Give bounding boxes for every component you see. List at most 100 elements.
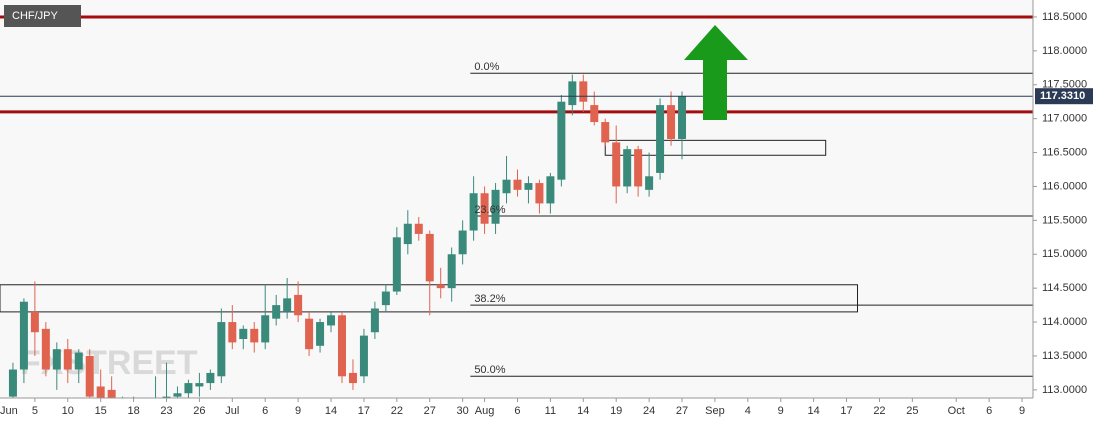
candle-body <box>96 386 105 398</box>
candle-body <box>162 396 171 398</box>
candle-body <box>370 308 379 333</box>
candle-body <box>250 328 259 343</box>
plot-layer <box>0 15 1033 423</box>
candle-body <box>392 237 401 292</box>
candle-body <box>107 389 116 398</box>
last-price-label: 117.3310 <box>1040 90 1085 102</box>
x-tick-label: 23 <box>160 405 172 417</box>
candle-body <box>272 305 281 319</box>
y-tick-label: 114.5000 <box>1042 282 1087 294</box>
x-tick-label: 27 <box>676 405 688 417</box>
y-tick-label: 117.5000 <box>1042 79 1087 91</box>
fib-label: 38.2% <box>474 293 505 305</box>
x-tick-label: 15 <box>95 405 107 417</box>
x-tick-label: 18 <box>127 405 139 417</box>
candle-body <box>239 328 248 340</box>
x-tick-label: Sep <box>705 405 725 417</box>
y-tick-label: 113.0000 <box>1042 384 1087 396</box>
x-tick-label: 22 <box>391 405 403 417</box>
candle-body <box>623 149 632 187</box>
candle-body <box>513 179 522 190</box>
x-tick-label: 4 <box>745 405 751 417</box>
x-tick-label: 27 <box>424 405 436 417</box>
candle-body <box>469 193 478 231</box>
zone-box <box>604 139 827 156</box>
candle-body <box>612 142 621 187</box>
candle-body <box>305 318 314 350</box>
y-tick-label: 117.0000 <box>1042 113 1087 125</box>
candle-body <box>535 183 544 204</box>
candle-body <box>63 349 72 370</box>
y-tick-label: 116.5000 <box>1042 146 1087 158</box>
y-tick-label: 115.0000 <box>1042 248 1087 260</box>
candle-body <box>41 328 50 370</box>
x-tick-label: 17 <box>358 405 370 417</box>
x-tick-label: 14 <box>808 405 820 417</box>
candle-body <box>261 315 270 343</box>
candle-body <box>8 369 17 397</box>
candle-body <box>316 322 325 346</box>
symbol-label: CHF/JPY <box>12 10 59 22</box>
candle-body <box>524 183 533 190</box>
candle-body <box>425 233 434 282</box>
x-tick-label: 10 <box>62 405 74 417</box>
x-tick-label: 17 <box>840 405 852 417</box>
x-tick-label: Aug <box>475 405 495 417</box>
candle-body <box>119 417 127 423</box>
x-tick-label: 25 <box>906 405 918 417</box>
candle-body <box>85 355 94 397</box>
candle-body <box>359 335 368 377</box>
x-tick-label: Jul <box>225 405 239 417</box>
candle-body <box>52 349 61 370</box>
candle-body <box>337 315 346 377</box>
candle-body <box>141 410 149 417</box>
x-tick-label: 6 <box>986 405 992 417</box>
candle-body <box>217 322 226 377</box>
x-tick-label: 6 <box>262 405 268 417</box>
candle-body <box>184 383 193 394</box>
x-tick-label: 19 <box>610 405 622 417</box>
y-tick-label: 115.5000 <box>1042 214 1087 226</box>
candle-body <box>634 149 643 187</box>
candle-body <box>590 105 599 123</box>
candle-body <box>173 393 182 397</box>
up-arrow <box>684 25 748 120</box>
candle-body <box>502 179 511 194</box>
candle-body <box>283 298 292 312</box>
candle-body <box>557 101 566 180</box>
candle-body <box>458 230 467 255</box>
candle-body <box>579 81 588 102</box>
candle-body <box>348 372 357 384</box>
y-tick-label: 113.5000 <box>1042 350 1087 362</box>
candle-body <box>601 122 610 143</box>
x-tick-label: 11 <box>545 405 556 417</box>
fib-label: 23.6% <box>474 204 505 216</box>
candle-body <box>403 223 412 245</box>
x-tick-label: 9 <box>778 405 784 417</box>
x-tick-label: Oct <box>948 405 965 417</box>
candle-body <box>294 294 303 316</box>
last-price-box <box>1035 88 1093 105</box>
fib-label: 50.0% <box>474 364 505 376</box>
x-tick-label: 5 <box>32 405 38 417</box>
candle-body <box>480 193 489 224</box>
candle-body <box>195 383 204 387</box>
y-tick-label: 114.0000 <box>1042 316 1087 328</box>
candle-body <box>546 176 555 204</box>
candle-body <box>491 189 500 224</box>
candle-body <box>74 352 83 370</box>
y-tick-label: 116.0000 <box>1042 180 1087 192</box>
y-tick-label: 118.5000 <box>1042 11 1087 23</box>
candle-body <box>381 291 390 306</box>
candle-body <box>678 96 687 139</box>
candle-body <box>656 105 665 173</box>
x-tick-label: 14 <box>577 405 589 417</box>
candle-body <box>667 105 676 139</box>
x-tick-label: 6 <box>514 405 520 417</box>
x-tick-label: 9 <box>295 405 301 417</box>
candle-body <box>645 176 654 190</box>
x-tick-label: 24 <box>643 405 655 417</box>
x-tick-label: 26 <box>193 405 205 417</box>
